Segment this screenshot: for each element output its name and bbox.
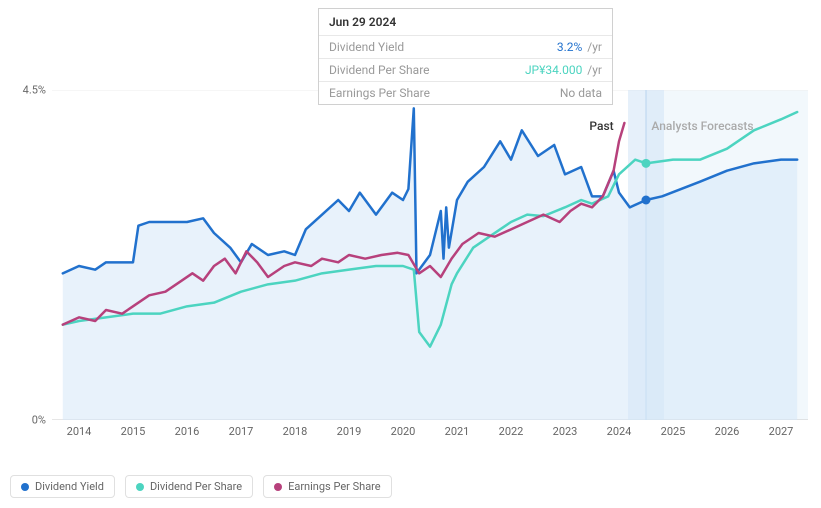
- region-label: Past: [589, 119, 613, 133]
- x-tick: 2014: [67, 425, 92, 438]
- x-tick: 2027: [769, 425, 794, 438]
- legend-label: Dividend Per Share: [150, 480, 242, 493]
- x-tick: 2022: [499, 425, 524, 438]
- x-tick: 2025: [661, 425, 686, 438]
- x-tick: 2024: [607, 425, 632, 438]
- legend-dot: [136, 483, 144, 491]
- legend-item[interactable]: Dividend Yield: [10, 475, 115, 498]
- x-tick: 2015: [121, 425, 146, 438]
- x-tick: 2017: [229, 425, 254, 438]
- tooltip-value: 3.2% /yr: [557, 40, 602, 54]
- legend-item[interactable]: Dividend Per Share: [125, 475, 253, 498]
- x-tick: 2026: [715, 425, 740, 438]
- x-axis: 2014 2015 2016 2017 2018 2019 2020 2021 2022 2023…: [52, 425, 808, 445]
- legend-dot: [21, 483, 29, 491]
- tooltip-row: Dividend Yield 3.2% /yr: [319, 36, 612, 59]
- y-axis: 0%4.5%: [10, 90, 50, 420]
- legend-item[interactable]: Earnings Per Share: [263, 475, 392, 498]
- tooltip-value: No data: [560, 86, 602, 100]
- hover-tooltip: Jun 29 2024 Dividend Yield3.2% /yrDivide…: [318, 8, 613, 105]
- x-tick: 2021: [445, 425, 470, 438]
- legend-label: Earnings Per Share: [288, 480, 381, 493]
- tooltip-date: Jun 29 2024: [319, 9, 612, 36]
- legend-label: Dividend Yield: [35, 480, 104, 493]
- tooltip-value: JP¥34.000 /yr: [525, 63, 602, 77]
- x-tick: 2020: [391, 425, 416, 438]
- x-tick: 2016: [175, 425, 200, 438]
- tooltip-label: Dividend Yield: [329, 40, 404, 54]
- legend-dot: [274, 483, 282, 491]
- x-tick: 2019: [337, 425, 362, 438]
- region-label: Analysts Forecasts: [651, 119, 753, 133]
- x-tick: 2018: [283, 425, 308, 438]
- chart-area: 0%4.5% 201420152016201720182019202020212…: [10, 90, 810, 470]
- x-tick: 2023: [553, 425, 578, 438]
- tooltip-row: Earnings Per Share No data: [319, 82, 612, 104]
- tooltip-label: Earnings Per Share: [329, 86, 430, 100]
- plot-svg[interactable]: [52, 90, 808, 420]
- y-tick: 4.5%: [23, 84, 46, 97]
- chart-container: Jun 29 2024 Dividend Yield3.2% /yrDivide…: [0, 0, 821, 508]
- tooltip-label: Dividend Per Share: [329, 63, 430, 77]
- tooltip-row: Dividend Per Share JP¥34.000 /yr: [319, 59, 612, 82]
- y-tick: 0%: [32, 414, 46, 427]
- legend: Dividend Yield Dividend Per Share Earnings…: [10, 475, 392, 498]
